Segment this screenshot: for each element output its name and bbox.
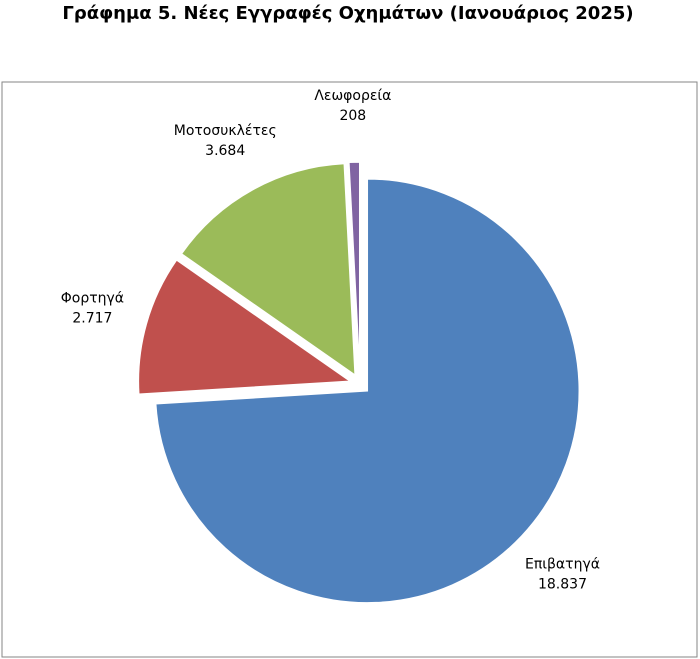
- slice-value-label: 2.717: [72, 311, 112, 327]
- slice-value-label: 3.684: [205, 143, 245, 159]
- slice-value-label: 208: [339, 108, 366, 124]
- slice-label: Επιβατηγά: [525, 556, 600, 572]
- slice-label: Φορτηγά: [61, 291, 124, 307]
- chart-title: Γράφημα 5. Νέες Εγγραφές Οχημάτων (Ιανου…: [62, 3, 633, 24]
- slice-value-label: 18.837: [538, 576, 587, 592]
- slice-label: Μοτοσυκλέτες: [174, 123, 277, 139]
- pie-slice: [137, 258, 353, 396]
- pie-slice: [180, 162, 356, 377]
- pie-slice: [348, 161, 361, 375]
- pie-slice: [154, 178, 581, 604]
- slice-label: Λεωφορεία: [314, 88, 391, 104]
